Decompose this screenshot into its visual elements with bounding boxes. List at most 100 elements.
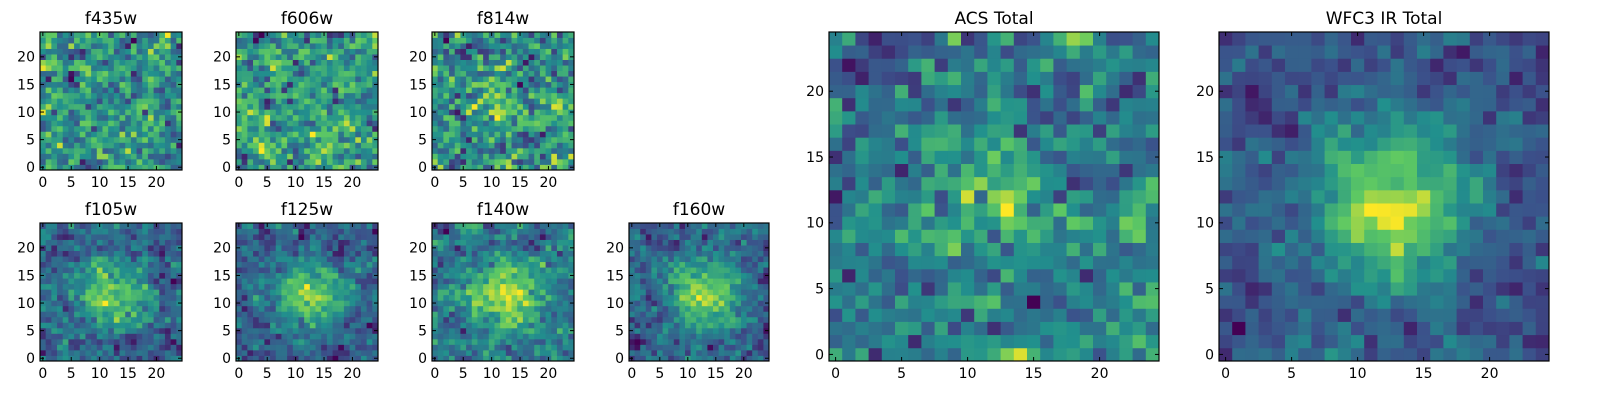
heatmap-cell bbox=[136, 250, 143, 257]
heatmap-cell bbox=[466, 349, 473, 356]
heatmap-cell bbox=[505, 109, 512, 116]
heatmap-cell bbox=[454, 98, 461, 105]
heatmap-cell bbox=[539, 311, 546, 318]
heatmap-cell bbox=[326, 153, 333, 160]
heatmap-cell bbox=[505, 245, 512, 251]
heatmap-cell bbox=[372, 142, 379, 149]
heatmap-cell bbox=[534, 322, 541, 329]
heatmap-cell bbox=[449, 234, 456, 240]
heatmap-cell bbox=[159, 311, 166, 318]
heatmap-cell bbox=[281, 48, 288, 55]
heatmap-cell bbox=[258, 349, 265, 356]
heatmap-cell bbox=[488, 333, 495, 340]
heatmap-cell bbox=[1066, 203, 1081, 217]
heatmap-cell bbox=[326, 316, 333, 323]
heatmap-cell bbox=[673, 322, 680, 329]
heatmap-cell bbox=[136, 164, 143, 171]
heatmap-cell bbox=[534, 333, 541, 340]
heatmap-cell bbox=[921, 321, 935, 336]
heatmap-cell bbox=[51, 131, 58, 138]
heatmap-cell bbox=[741, 311, 747, 318]
heatmap-cell bbox=[102, 153, 109, 160]
heatmap-cell bbox=[746, 344, 753, 351]
heatmap-cell bbox=[551, 311, 558, 318]
heatmap-cell bbox=[1132, 308, 1147, 322]
heatmap-cell bbox=[119, 164, 126, 171]
heatmap-cell bbox=[298, 234, 305, 240]
heatmap-cell bbox=[315, 59, 322, 66]
heatmap-cell bbox=[159, 300, 166, 307]
heatmap-cell bbox=[57, 120, 64, 127]
heatmap-cell bbox=[1119, 189, 1133, 204]
heatmap-cell bbox=[332, 311, 339, 318]
heatmap-cell bbox=[79, 333, 86, 340]
heatmap-cell bbox=[281, 327, 288, 334]
heatmap-cell bbox=[488, 305, 495, 312]
heatmap-cell bbox=[287, 65, 294, 72]
heatmap-cell bbox=[315, 109, 322, 116]
heatmap-cell bbox=[349, 87, 356, 94]
heatmap-cell bbox=[287, 136, 294, 143]
heatmap-cell bbox=[1066, 163, 1081, 178]
heatmap-cell bbox=[449, 125, 456, 132]
heatmap-cell bbox=[437, 300, 444, 307]
heatmap-cell bbox=[494, 327, 501, 334]
heatmap-cell bbox=[505, 87, 512, 94]
heatmap-cell bbox=[108, 322, 115, 329]
heatmap-cell bbox=[258, 344, 265, 351]
heatmap-cell bbox=[534, 228, 541, 235]
heatmap-cell bbox=[309, 70, 316, 77]
heatmap-cell bbox=[505, 239, 512, 246]
heatmap-cell bbox=[522, 153, 529, 160]
heatmap-cell bbox=[483, 355, 490, 362]
heatmap-cell bbox=[908, 308, 922, 322]
heatmap-cell bbox=[270, 98, 277, 105]
heatmap-cell bbox=[125, 70, 132, 77]
heatmap-cell bbox=[85, 261, 92, 268]
heatmap-cell bbox=[466, 245, 473, 251]
heatmap-cell bbox=[460, 228, 467, 235]
heatmap-cell bbox=[74, 59, 81, 66]
heatmap-cell bbox=[91, 272, 98, 279]
heatmap-cell bbox=[372, 223, 379, 229]
heatmap-cell bbox=[74, 349, 81, 356]
heatmap-cell bbox=[142, 103, 149, 110]
heatmap-cell bbox=[96, 261, 103, 268]
heatmap-cell bbox=[741, 305, 747, 312]
heatmap-cell bbox=[258, 239, 265, 246]
heatmap-cell bbox=[466, 322, 473, 329]
heatmap-cell bbox=[505, 142, 512, 149]
heatmap-cell bbox=[170, 349, 177, 356]
heatmap-cell bbox=[701, 245, 708, 251]
heatmap-cell bbox=[511, 272, 518, 279]
heatmap-cell bbox=[454, 92, 461, 99]
heatmap-cell bbox=[372, 92, 379, 99]
heatmap-cell bbox=[545, 305, 552, 312]
heatmap-cell bbox=[735, 228, 742, 235]
heatmap-cell bbox=[85, 147, 92, 154]
heatmap-cell bbox=[176, 278, 183, 285]
heatmap-cell bbox=[275, 349, 282, 356]
heatmap-cell bbox=[366, 322, 373, 329]
heatmap-cell bbox=[729, 355, 736, 362]
heatmap-cell bbox=[360, 311, 368, 318]
heatmap-cell bbox=[634, 300, 641, 307]
heatmap-cell bbox=[96, 120, 103, 127]
heatmap-cell bbox=[287, 158, 294, 165]
heatmap-cell bbox=[136, 131, 143, 138]
heatmap-cell bbox=[1027, 176, 1041, 191]
heatmap-cell bbox=[343, 147, 350, 154]
heatmap-cell bbox=[895, 347, 909, 362]
heatmap-cell bbox=[309, 355, 316, 362]
heatmap-cell bbox=[511, 164, 518, 171]
heatmap-cell bbox=[1145, 321, 1160, 336]
heatmap-cell bbox=[829, 203, 843, 217]
heatmap-cell bbox=[360, 355, 368, 362]
heatmap-cell bbox=[170, 48, 177, 55]
heatmap-cell bbox=[247, 87, 254, 94]
heatmap-cell bbox=[366, 311, 373, 318]
heatmap-cell bbox=[147, 305, 154, 312]
heatmap-cell bbox=[522, 120, 529, 127]
heatmap-cell bbox=[718, 261, 725, 268]
heatmap-cell bbox=[522, 261, 529, 268]
